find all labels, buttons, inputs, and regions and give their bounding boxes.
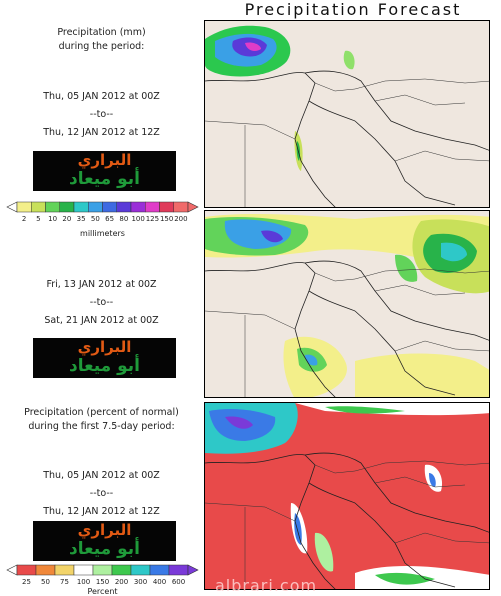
logo-2: البراري أبو ميعاد [33,338,176,378]
legend-pct-swatch [111,564,132,576]
map-panel-percent [204,402,490,590]
panel3-line-0: Precipitation (percent of normal) [24,407,179,418]
legend-pct-bar: 25 50 75 100 150 200 300 400 600 [6,564,199,586]
legend-pct-swatch [130,564,151,576]
logo-1-line1: البراري [77,151,132,169]
legend-pct-tick-label: 50 [41,578,50,586]
map-percent-svg [205,403,489,589]
panel3-heading: Precipitation (percent of normal) during… [0,406,203,434]
legend-mm-swatch [116,201,132,213]
legend-pct-arrow-left [6,564,18,576]
legend-mm-swatch [102,201,117,213]
legend-pct-tick-label: 200 [115,578,128,586]
panel2-line-2: Sat, 21 JAN 2012 at 00Z [44,315,159,326]
panel3-dates: Thu, 05 JAN 2012 at 00Z --to-- Thu, 12 J… [0,467,203,521]
legend-mm-swatch [59,201,75,213]
logo-1: البراري أبو ميعاد [33,151,176,191]
legend-mm-tick-label: 65 [105,215,114,223]
legend-pct-tick-label: 150 [96,578,109,586]
panel2-line-1: --to-- [89,297,114,308]
legend-pct-swatch [92,564,113,576]
legend-pct-tick-label: 400 [153,578,166,586]
logo-2-line2: أبو ميعاد [69,356,140,376]
legend-mm-swatch [45,201,60,213]
legend-mm-tick-label: 200 [174,215,187,223]
logo-3-line1: البراري [77,521,132,539]
legend-pct-swatch [168,564,189,576]
legend-pct-tick-label: 100 [77,578,90,586]
legend-mm-swatch [88,201,103,213]
legend-mm-swatch [130,201,146,213]
legend-pct-swatch [35,564,56,576]
legend-pct-swatch [73,564,94,576]
legend-mm-swatch [145,201,160,213]
legend-mm-arrow-right [187,201,199,213]
legend-mm-tick-label: 35 [77,215,86,223]
legend-mm-swatch [173,201,189,213]
legend-pct-swatch [16,564,37,576]
legend-mm-swatch [159,201,174,213]
legend-pct-tick-label: 25 [22,578,31,586]
legend-mm-tick-label: 125 [146,215,159,223]
legend-mm-tick-label: 20 [62,215,71,223]
legend-pct-tick-label: 300 [134,578,147,586]
panel2-line-0: Fri, 13 JAN 2012 at 00Z [46,279,157,290]
legend-pct-arrow-right [187,564,199,576]
panel3-line-3: --to-- [89,488,114,499]
panel1-line-3: --to-- [89,109,114,120]
page-title: Precipitation Forecast [244,0,462,19]
map-week1-svg [205,21,489,207]
panel3-line-1: during the first 7.5-day period: [28,421,175,432]
map-week2-svg [205,211,489,397]
panel1-heading: Precipitation (mm) during the period: [0,26,203,54]
legend-pct-unit: Percent [87,587,118,596]
legend-mm-swatch [16,201,32,213]
legend-mm-bar: 2 5 10 20 35 50 65 80 100 125 150 200 [6,201,199,223]
legend-pct-tick-label: 600 [172,578,185,586]
legend-pct-swatch [149,564,170,576]
legend-pct-tick-label: 75 [60,578,69,586]
panel1-dates: Thu, 05 JAN 2012 at 00Z --to-- Thu, 12 J… [0,88,203,142]
legend-mm-tick-label: 50 [91,215,100,223]
panel1-line-4: Thu, 12 JAN 2012 at 12Z [43,127,160,138]
map-panel-week2 [204,210,490,398]
legend-mm-tick-label: 10 [48,215,57,223]
legend-mm-unit: millimeters [80,229,125,238]
legend-pct: 25 50 75 100 150 200 300 400 600 [5,562,200,588]
panel2-dates: Fri, 13 JAN 2012 at 00Z --to-- Sat, 21 J… [0,276,203,330]
watermark: albrari.com [215,576,318,595]
logo-1-line2: أبو ميعاد [69,169,140,189]
logo-3-line2: أبو ميعاد [69,539,140,559]
panel1-line-1: during the period: [58,41,145,52]
logo-2-line1: البراري [77,338,132,356]
panel1-line-0: Precipitation (mm) [57,27,146,38]
map-panel-week1 [204,20,490,208]
legend-pct-swatch [54,564,75,576]
legend-mm-swatch [31,201,46,213]
legend-mm: 2 5 10 20 35 50 65 80 100 125 150 200 [5,199,200,229]
legend-mm-tick-label: 100 [131,215,144,223]
panel1-line-2: Thu, 05 JAN 2012 at 00Z [43,91,160,102]
panel3-line-4: Thu, 12 JAN 2012 at 12Z [43,506,160,517]
legend-mm-swatch [73,201,89,213]
legend-mm-arrow-left [6,201,18,213]
legend-mm-tick-label: 2 [22,215,26,223]
legend-mm-tick-label: 5 [36,215,40,223]
logo-3: البراري أبو ميعاد [33,521,176,561]
legend-mm-tick-label: 80 [119,215,128,223]
legend-mm-tick-label: 150 [160,215,173,223]
panel3-line-2: Thu, 05 JAN 2012 at 00Z [43,470,160,481]
